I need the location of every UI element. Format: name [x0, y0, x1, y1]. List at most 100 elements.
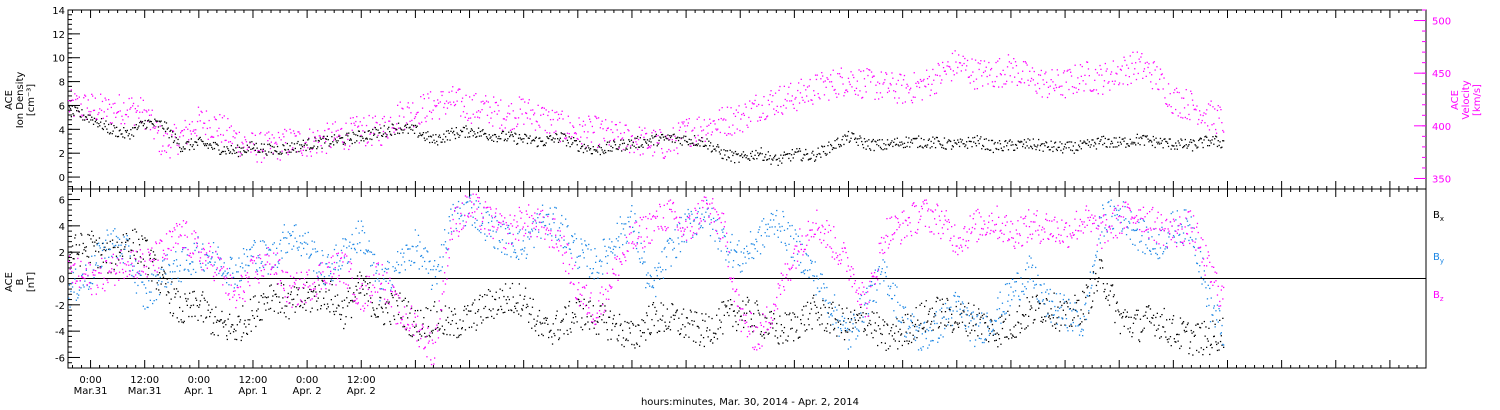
bx-point [602, 303, 604, 305]
bx-point [289, 302, 291, 304]
density-point [766, 158, 769, 161]
by-point [69, 306, 71, 308]
velocity-point [150, 114, 152, 116]
bx-point [1205, 326, 1207, 328]
bx-point [769, 311, 771, 313]
density-point [161, 125, 163, 127]
bx-point [1139, 318, 1142, 320]
velocity-point [449, 101, 451, 103]
velocity-point [485, 100, 488, 102]
bx-point [167, 291, 169, 293]
velocity-point [292, 147, 294, 149]
bx-point [161, 266, 163, 268]
density-point [484, 132, 486, 135]
velocity-point [290, 132, 292, 134]
density-point [434, 142, 436, 144]
density-point [127, 135, 129, 137]
bx-point [587, 321, 589, 323]
velocity-point [637, 138, 640, 141]
bx-point [857, 314, 859, 316]
velocity-point [391, 127, 393, 129]
velocity-point [228, 126, 231, 129]
velocity-point [1125, 74, 1127, 77]
velocity-point [1187, 104, 1189, 106]
velocity-point [271, 134, 273, 136]
bx-point [958, 322, 960, 324]
density-point [448, 132, 450, 134]
velocity-point [863, 78, 866, 80]
bx-point [623, 345, 625, 348]
density-point [517, 142, 519, 145]
bx-point [1213, 335, 1215, 338]
velocity-point [325, 140, 327, 143]
density-point [953, 139, 955, 142]
density-point [1031, 148, 1034, 150]
density-point [708, 140, 710, 142]
velocity-point [557, 119, 559, 121]
velocity-point [798, 102, 801, 104]
bx-point [950, 324, 952, 327]
density-point [783, 151, 785, 153]
velocity-point [833, 89, 835, 91]
velocity-point [766, 115, 769, 117]
density-point [1151, 144, 1154, 147]
bx-point [86, 255, 88, 258]
velocity-point [488, 122, 490, 124]
bx-point [1141, 331, 1143, 333]
density-point [960, 141, 962, 143]
bx-point [626, 321, 628, 324]
velocity-point [130, 106, 132, 109]
bx-point [1156, 312, 1158, 314]
velocity-point [739, 129, 741, 132]
bx-point [602, 314, 604, 316]
velocity-point [103, 111, 105, 113]
bx-point [383, 323, 385, 326]
bx-point [992, 334, 994, 336]
bx-point [642, 332, 644, 334]
density-point [236, 144, 239, 146]
density-point [190, 138, 192, 140]
bx-point [974, 324, 977, 326]
velocity-point [308, 137, 310, 139]
bx-point [111, 262, 113, 264]
density-point [463, 127, 465, 129]
bx-point [960, 303, 962, 305]
velocity-point [441, 94, 443, 97]
density-point [1178, 142, 1180, 144]
velocity-point [323, 137, 325, 139]
velocity-point [216, 130, 218, 132]
bx-point [1139, 340, 1141, 343]
velocity-point [1067, 69, 1069, 71]
velocity-point [643, 136, 645, 138]
bx-point [1072, 308, 1074, 310]
velocity-point [628, 130, 630, 132]
bx-point [513, 311, 515, 314]
bx-point [739, 307, 741, 309]
velocity-point [591, 125, 593, 128]
density-point [830, 143, 832, 146]
bx-point [1162, 326, 1164, 328]
density-point [130, 129, 132, 131]
density-point [989, 149, 991, 151]
velocity-point [1035, 90, 1037, 92]
bx-point [538, 309, 541, 312]
bx-point [508, 309, 510, 311]
bx-point [1174, 341, 1176, 343]
bx-point [1065, 314, 1067, 316]
density-point [894, 144, 897, 146]
bx-point [852, 327, 854, 329]
velocity-point [920, 80, 922, 82]
velocity-point [947, 61, 949, 63]
bx-point [860, 314, 863, 316]
velocity-point [343, 148, 345, 150]
velocity-point [609, 140, 611, 142]
density-point [506, 140, 508, 142]
density-point [548, 137, 550, 140]
bx-point [145, 240, 148, 242]
density-point [849, 140, 851, 142]
velocity-point [1003, 83, 1005, 85]
bx-point [1190, 329, 1192, 332]
by-point [81, 275, 83, 277]
velocity-point [186, 143, 188, 145]
velocity-point [652, 155, 654, 157]
